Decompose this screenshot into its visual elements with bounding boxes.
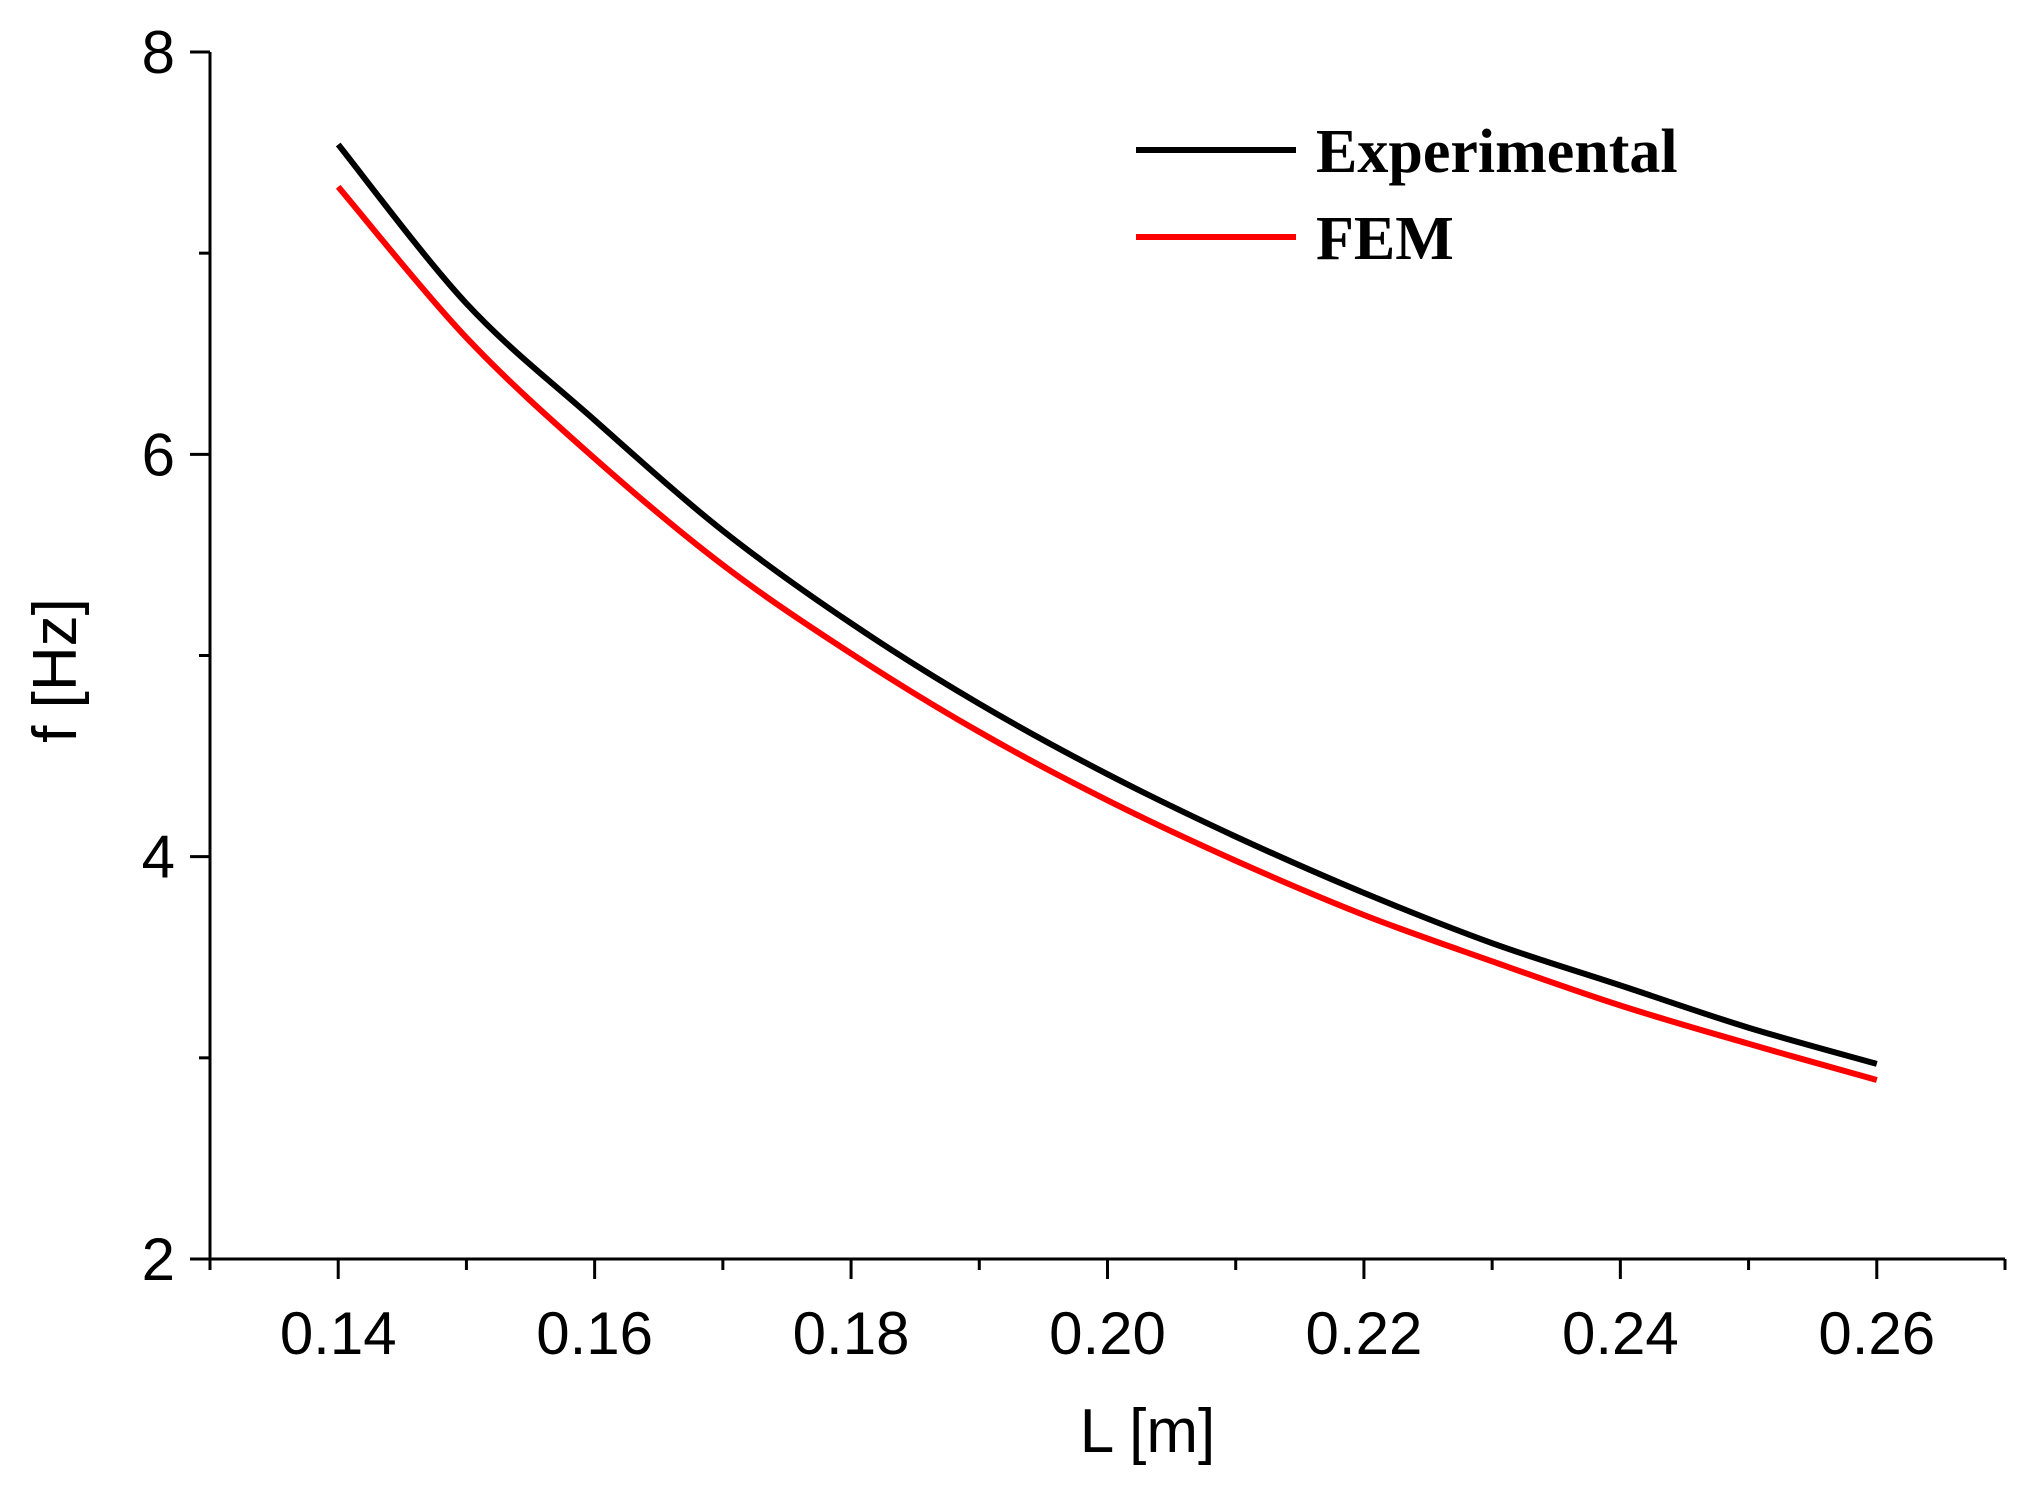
- y-tick-label: 2: [142, 1226, 175, 1293]
- legend-label-fem: FEM: [1316, 205, 1454, 273]
- axes: [208, 52, 2005, 1261]
- x-tick-label: 0.14: [280, 1300, 397, 1367]
- x-tick-label: 0.22: [1306, 1300, 1423, 1367]
- series-line-experimental: [335, 142, 1878, 1067]
- y-tick-label: 8: [142, 19, 175, 86]
- y-axis-title: f [Hz]: [21, 598, 90, 743]
- legend: Experimental FEM: [1136, 118, 1678, 273]
- plot-area: [335, 142, 1878, 1083]
- x-axis-title: L [m]: [1080, 1397, 1216, 1466]
- y-tick-label: 4: [142, 824, 175, 891]
- series-line-fem: [335, 184, 1878, 1083]
- x-tick-label: 0.26: [1818, 1300, 1935, 1367]
- x-tick-label: 0.24: [1562, 1300, 1679, 1367]
- x-tick-label: 0.16: [536, 1300, 653, 1367]
- x-tick-label: 0.18: [793, 1300, 910, 1367]
- ticks: 2 4 6 8 0.14 0.16 0.18 0.20 0.22 0.24 0.26: [142, 19, 2007, 1367]
- x-tick-label: 0.20: [1049, 1300, 1166, 1367]
- legend-label-experimental: Experimental: [1316, 118, 1678, 186]
- y-tick-label: 6: [142, 421, 175, 488]
